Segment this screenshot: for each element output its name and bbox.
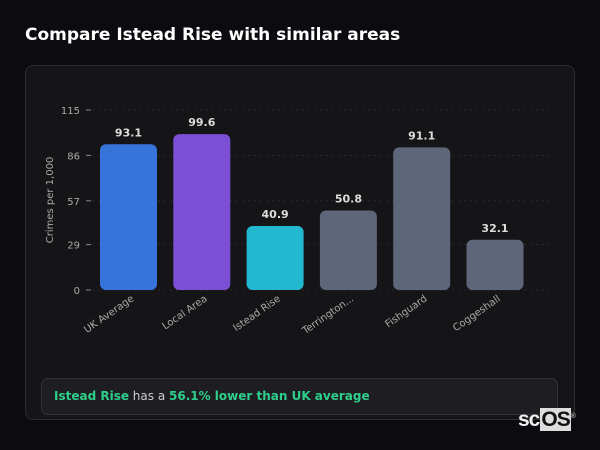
bar-value-label: 50.8 (335, 192, 362, 205)
summary-text: has a (128, 389, 169, 403)
x-tick-label: UK Average (82, 293, 136, 335)
summary-comparison: 56.1% lower than UK average (169, 389, 370, 403)
y-tick-label: 29 (67, 241, 80, 252)
y-tick-label: 86 (67, 151, 80, 162)
bar-value-label: 99.6 (188, 116, 215, 129)
page-title: Compare Istead Rise with similar areas (25, 25, 401, 45)
bar-value-label: 91.1 (408, 129, 435, 142)
bar-value-label: 32.1 (481, 222, 508, 235)
summary-area: Istead Rise (54, 389, 129, 403)
y-tick-label: 115 (61, 106, 80, 117)
bar[interactable] (246, 225, 304, 290)
x-tick-label: Terrington... (300, 293, 356, 337)
bar[interactable] (393, 147, 451, 290)
x-tick-label: Coggeshall (451, 293, 503, 334)
x-tick-label: Local Area (161, 293, 210, 332)
scos-logo: scOS® (518, 408, 576, 431)
y-tick-label: 0 (74, 286, 80, 297)
bar-value-label: 40.9 (262, 208, 289, 221)
bar[interactable] (466, 239, 524, 290)
bar[interactable] (173, 134, 231, 290)
bar[interactable] (100, 144, 157, 290)
x-tick-label: Istead Rise (231, 293, 282, 334)
summary-box: Istead Rise has a 56.1% lower than UK av… (41, 378, 558, 415)
x-tick-label: Fishguard (383, 293, 429, 330)
bar-value-label: 93.1 (115, 126, 142, 139)
y-axis-label: Crimes per 1,000 (45, 157, 56, 244)
y-tick-label: 57 (67, 197, 80, 208)
bar[interactable] (319, 210, 377, 290)
